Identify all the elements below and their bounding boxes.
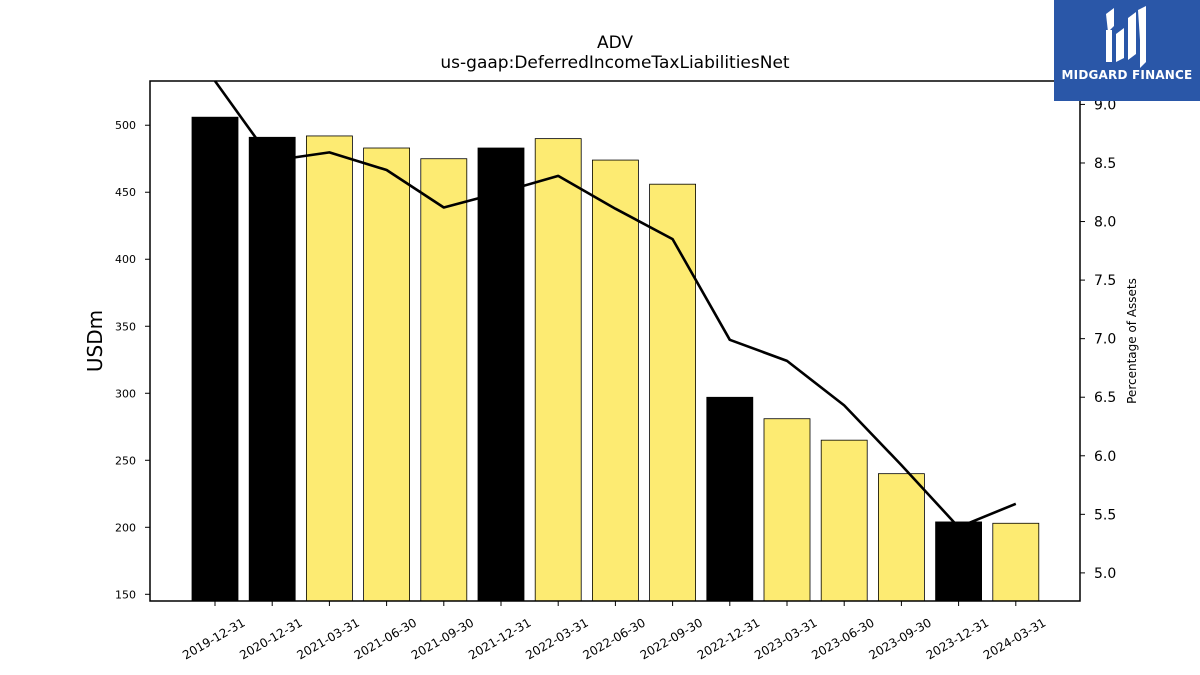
x-tick-label: 2019-12-31 <box>180 615 247 662</box>
bar-2021-06-30 <box>363 147 411 602</box>
x-tick-label: 2021-12-31 <box>466 615 533 662</box>
x-tick-label: 2022-03-31 <box>523 615 590 662</box>
y-tick-label: 400 <box>115 253 136 266</box>
y-tick-label: 300 <box>115 387 136 400</box>
bar-2024-03-31 <box>992 522 1040 602</box>
bar-2023-06-30 <box>820 439 868 602</box>
y2-tick-label: 8.5 <box>1094 156 1116 172</box>
x-tick-label: 2024-03-31 <box>981 615 1048 662</box>
bar-2022-06-30 <box>592 159 639 602</box>
y-tick-label: 150 <box>115 588 136 601</box>
logo-mark-icon <box>1106 6 1146 68</box>
chart-title: ADV <box>597 33 633 53</box>
x-tick-label: 2021-06-30 <box>352 615 419 662</box>
chart-subtitle: us-gaap:DeferredIncomeTaxLiabilitiesNet <box>440 53 790 73</box>
x-tick-label: 2020-12-31 <box>237 615 304 662</box>
x-tick-label: 2022-09-30 <box>638 615 705 662</box>
midgard-finance-logo: MIDGARD FINANCE <box>1054 0 1200 101</box>
plot-frame <box>149 80 1081 602</box>
y-tick-label: 350 <box>115 320 136 333</box>
x-tick-label: 2023-06-30 <box>809 615 876 662</box>
y2-tick-label: 9.0 <box>1094 97 1116 113</box>
y2-tick-label: 7.5 <box>1094 273 1116 289</box>
x-tick-label: 2023-12-31 <box>924 615 991 662</box>
x-tick-label: 2021-09-30 <box>409 615 476 662</box>
y-tick-label: 500 <box>115 119 136 132</box>
bar-2023-03-31 <box>763 418 811 602</box>
x-tick-label: 2022-12-31 <box>695 615 762 662</box>
y2-tick-label: 7.0 <box>1094 332 1116 348</box>
y-tick-label: 450 <box>115 186 136 199</box>
y-axis-label: USDm <box>83 310 107 372</box>
y-tick-label: 250 <box>115 454 136 467</box>
bar-2022-09-30 <box>649 183 696 602</box>
x-tick-label: 2023-09-30 <box>866 615 933 662</box>
y2-tick-label: 8.0 <box>1094 215 1116 231</box>
bar-2019-12-31 <box>191 116 239 602</box>
x-tick-label: 2023-03-31 <box>752 615 819 662</box>
bar-2022-12-31 <box>706 396 754 602</box>
bar-2021-12-31 <box>477 147 525 602</box>
y2-axis-label: Percentage of Assets <box>1125 278 1139 404</box>
y-tick-label: 200 <box>115 521 136 534</box>
y2-tick-label: 5.0 <box>1094 566 1116 582</box>
x-tick-label: 2022-06-30 <box>580 615 647 662</box>
y2-tick-label: 5.5 <box>1094 507 1116 523</box>
bar-2023-12-31 <box>935 521 982 602</box>
y2-tick-label: 6.0 <box>1094 449 1116 465</box>
pct-of-assets-line <box>213 80 1017 529</box>
bar-2023-09-30 <box>878 473 925 602</box>
bar-2020-12-31 <box>248 136 296 602</box>
bar-2021-09-30 <box>420 158 468 602</box>
bar-2021-03-31 <box>305 135 353 602</box>
x-tick-label: 2021-03-31 <box>294 615 361 662</box>
bar-2022-03-31 <box>534 138 582 602</box>
logo-text: MIDGARD FINANCE <box>1061 68 1193 82</box>
y2-tick-label: 6.5 <box>1094 390 1116 406</box>
